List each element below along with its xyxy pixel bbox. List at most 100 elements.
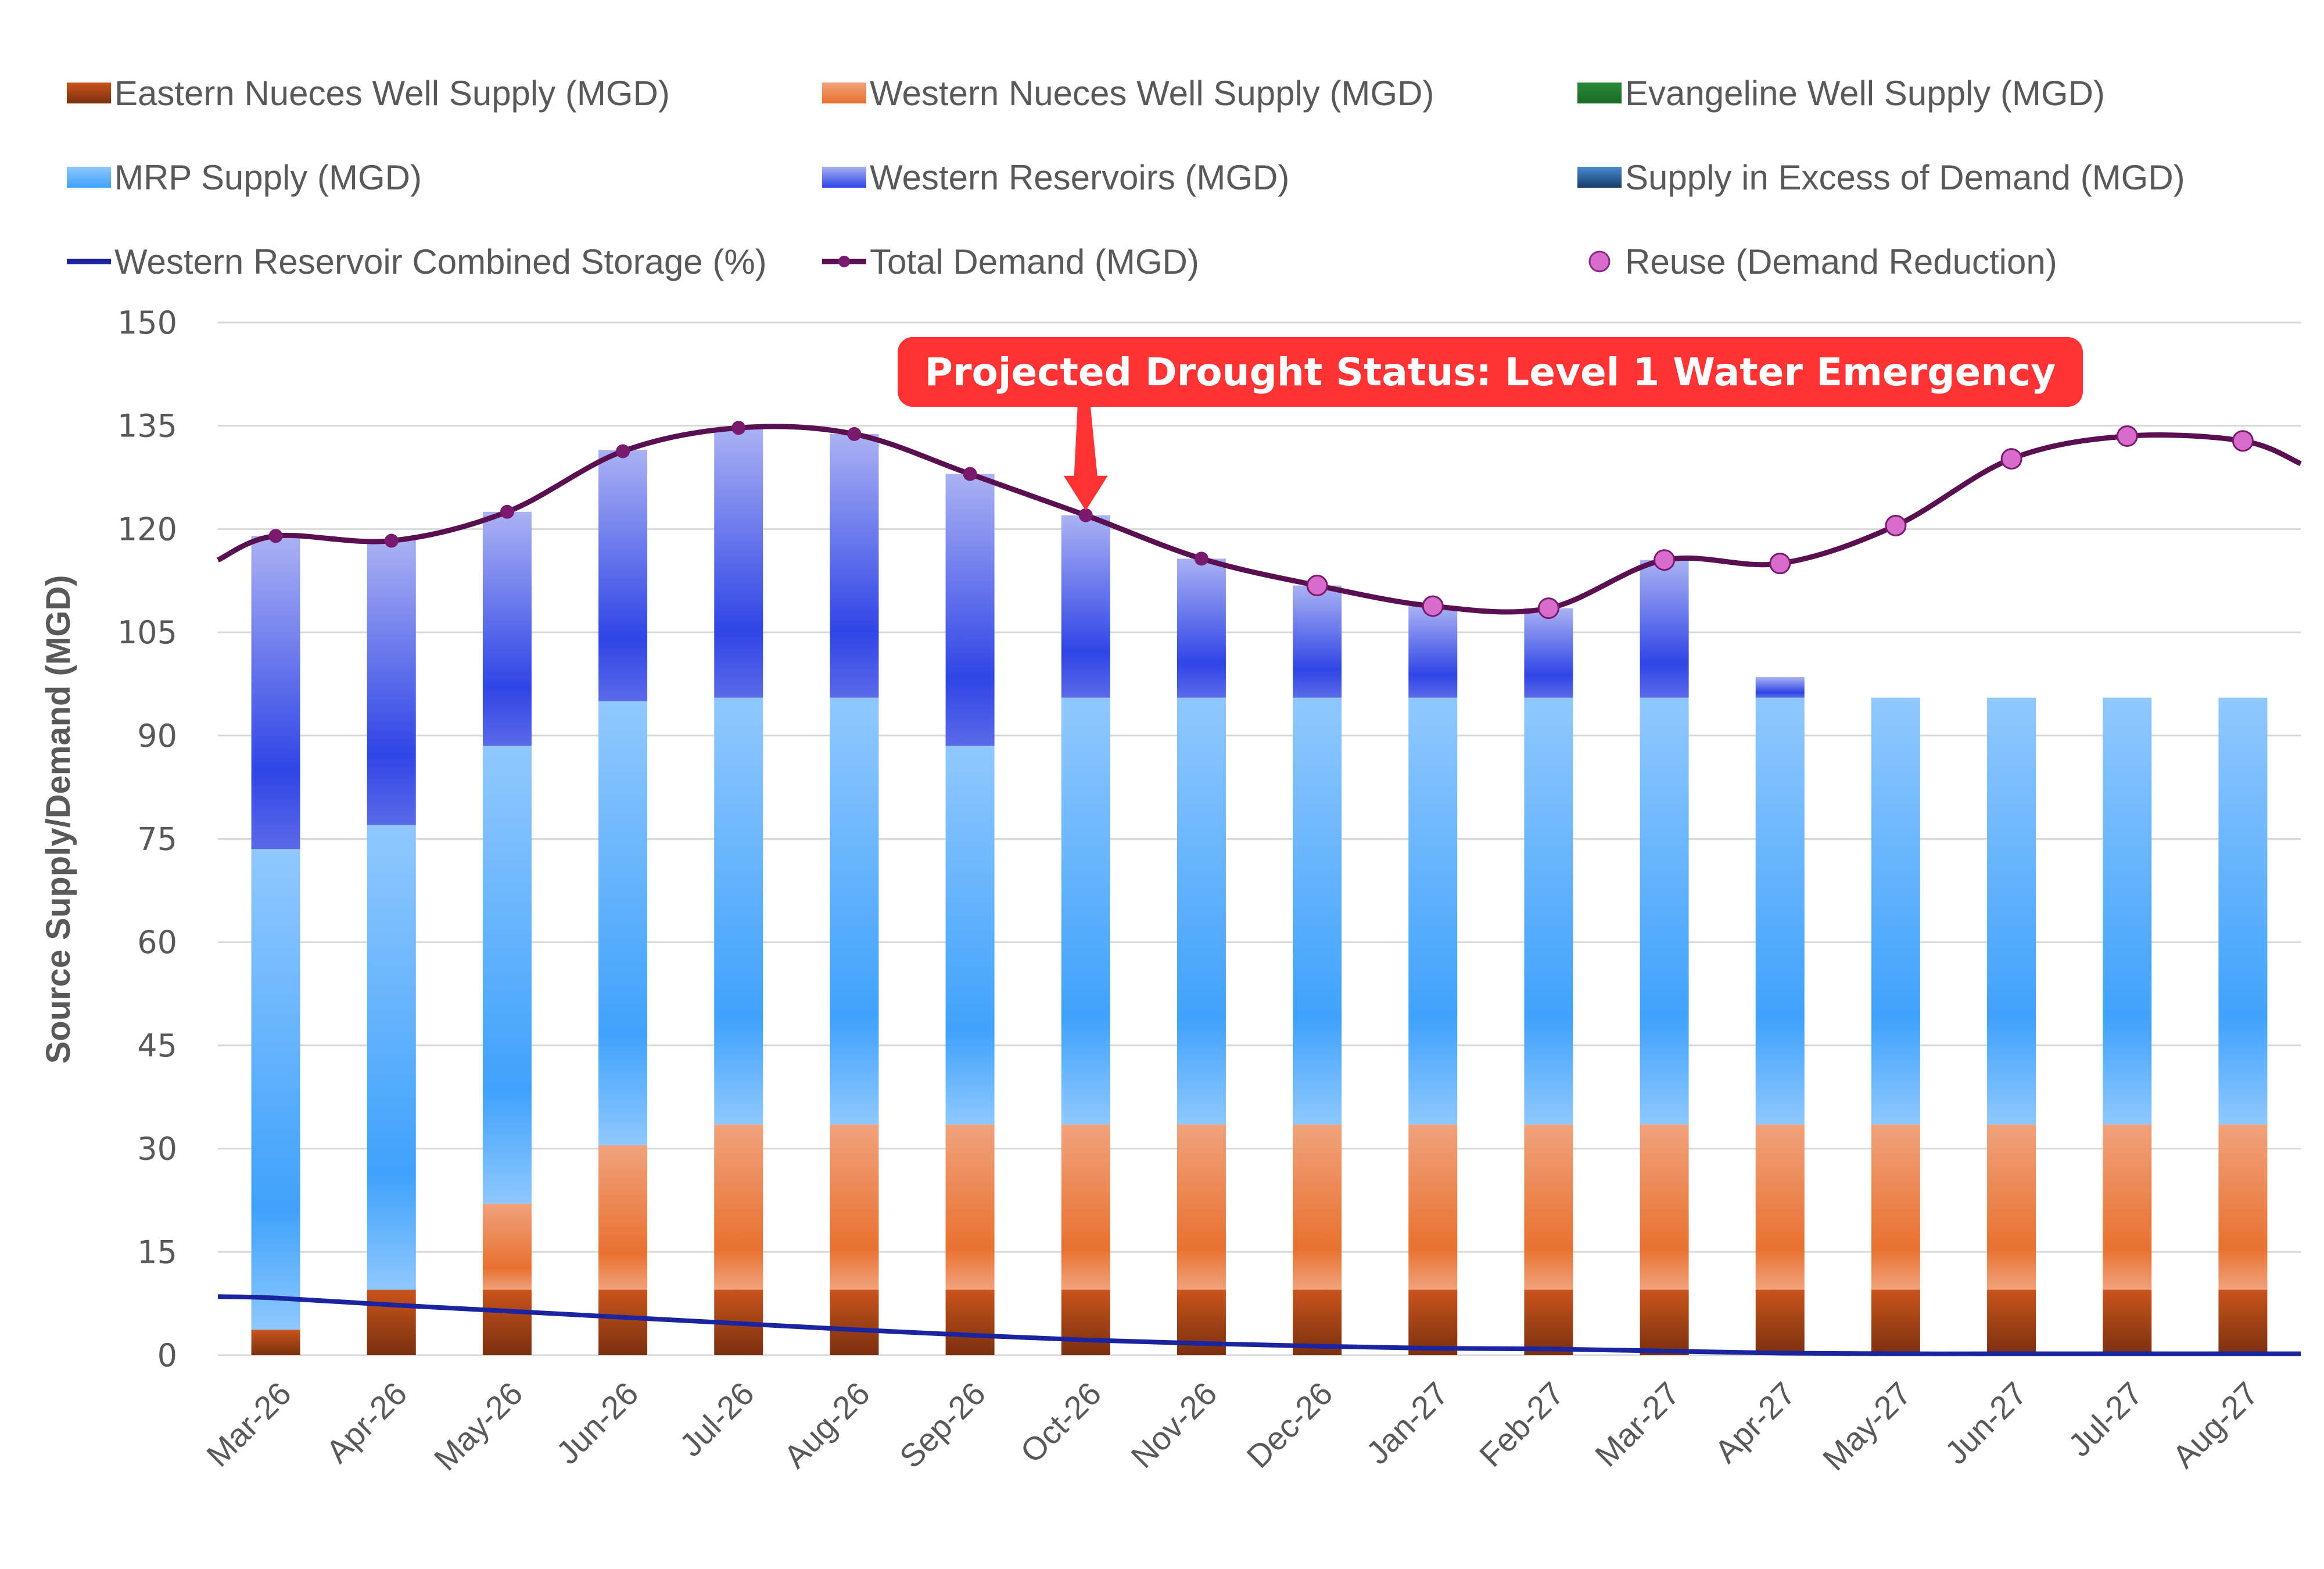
bar-segment-mrp-supply-mgd xyxy=(1871,697,1920,1125)
bar-stack xyxy=(830,434,879,1355)
demand-marker xyxy=(963,467,977,481)
bar-stack xyxy=(1408,606,1458,1355)
bar-stack xyxy=(1061,515,1110,1355)
legend-swatch-icon xyxy=(822,83,866,103)
legend-label: Eastern Nueces Well Supply (MGD) xyxy=(114,74,670,113)
bar-segment-eastern-nueces-well-supply-mgd xyxy=(251,1330,300,1355)
bar-segment-eastern-nueces-well-supply-mgd xyxy=(1987,1289,2036,1355)
bar-segment-eastern-nueces-well-supply-mgd xyxy=(1524,1289,1573,1355)
x-tick-label: Aug-26 xyxy=(777,1375,877,1475)
legend-item: Western Reservoir Combined Storage (%) xyxy=(67,242,767,281)
x-tick-label: Aug-27 xyxy=(2165,1375,2265,1475)
bar-stack xyxy=(598,450,648,1355)
bar-segment-eastern-nueces-well-supply-mgd xyxy=(598,1289,648,1355)
y-axis-title: Source Supply/Demand (MGD) xyxy=(40,575,77,1063)
legend-circle-icon xyxy=(1588,250,1611,273)
reuse-marker xyxy=(1769,553,1791,575)
stacked-bars xyxy=(251,428,2268,1355)
bar-segment-western-nueces-well-supply-mgd xyxy=(714,1124,763,1290)
x-tick-label: Jul-27 xyxy=(2061,1375,2149,1463)
bar-stack xyxy=(2218,697,2268,1355)
reuse-marker xyxy=(2000,448,2022,470)
x-tick-label: Jan-27 xyxy=(1359,1375,1455,1471)
y-tick-label: 15 xyxy=(137,1234,177,1270)
bar-segment-western-reservoirs-mgd xyxy=(598,450,648,701)
x-tick-label: Dec-26 xyxy=(1239,1375,1339,1475)
bar-stack xyxy=(1293,585,1342,1355)
x-tick-label: Sep-26 xyxy=(892,1375,992,1475)
bar-segment-mrp-supply-mgd xyxy=(2103,697,2152,1125)
bar-stack xyxy=(1987,697,2036,1355)
bar-segment-western-nueces-well-supply-mgd xyxy=(1408,1124,1458,1290)
bar-segment-western-nueces-well-supply-mgd xyxy=(1871,1124,1920,1290)
bar-segment-eastern-nueces-well-supply-mgd xyxy=(1640,1289,1689,1355)
legend-swatch-icon xyxy=(822,167,866,188)
bar-segment-western-reservoirs-mgd xyxy=(367,539,416,825)
x-tick-label: Oct-26 xyxy=(1013,1375,1108,1470)
bar-segment-western-nueces-well-supply-mgd xyxy=(830,1124,879,1290)
legend-item: Evangeline Well Supply (MGD) xyxy=(1577,74,2105,113)
bar-segment-western-nueces-well-supply-mgd xyxy=(1524,1124,1573,1290)
bar-segment-western-reservoirs-mgd xyxy=(1177,558,1226,698)
bar-segment-mrp-supply-mgd xyxy=(1987,697,2036,1125)
legend-item: Eastern Nueces Well Supply (MGD) xyxy=(67,74,670,113)
demand-marker xyxy=(500,504,514,519)
bar-segment-western-reservoirs-mgd xyxy=(1755,677,1805,698)
bar-segment-eastern-nueces-well-supply-mgd xyxy=(2218,1289,2268,1355)
bar-segment-mrp-supply-mgd xyxy=(1408,697,1458,1125)
bar-segment-mrp-supply-mgd xyxy=(482,746,532,1204)
bar-segment-mrp-supply-mgd xyxy=(1293,697,1342,1125)
bar-stack xyxy=(714,428,763,1355)
demand-marker xyxy=(847,427,862,441)
callout-box xyxy=(898,337,2083,407)
legend-swatch-icon xyxy=(67,167,111,188)
legend-item: Total Demand (MGD) xyxy=(822,242,1199,281)
reuse-marker xyxy=(1306,575,1328,597)
x-tick-label: Feb-27 xyxy=(1472,1375,1571,1474)
bar-segment-western-nueces-well-supply-mgd xyxy=(1177,1124,1226,1290)
callout-text: Projected Drought Status: Level 1 Water … xyxy=(925,350,2056,395)
bar-stack xyxy=(1640,560,1689,1355)
y-axis-ticks: 0 15 30 45 60 75 90 105 120 135 150 xyxy=(117,305,177,1374)
bar-segment-eastern-nueces-well-supply-mgd xyxy=(945,1289,995,1355)
y-tick-label: 135 xyxy=(117,408,177,445)
demand-marker xyxy=(1194,551,1208,566)
x-tick-label: Mar-27 xyxy=(1588,1375,1687,1474)
bar-segment-mrp-supply-mgd xyxy=(945,746,995,1125)
legend-label: Supply in Excess of Demand (MGD) xyxy=(1625,158,2185,197)
x-tick-label: Apr-26 xyxy=(319,1375,414,1470)
x-tick-label: May-27 xyxy=(1816,1375,1918,1478)
reuse-marker xyxy=(1885,514,1907,536)
y-tick-label: 75 xyxy=(137,821,177,858)
x-tick-label: Jul-26 xyxy=(672,1375,761,1463)
legend-swatch-icon xyxy=(1577,83,1622,103)
legend-label: MRP Supply (MGD) xyxy=(114,158,422,197)
bar-stack xyxy=(482,511,532,1355)
bar-segment-western-reservoirs-mgd xyxy=(1293,585,1342,698)
bar-segment-western-nueces-well-supply-mgd xyxy=(2103,1124,2152,1290)
drought-status-callout: Projected Drought Status: Level 1 Water … xyxy=(898,337,2083,511)
bar-segment-western-reservoirs-mgd xyxy=(482,511,532,746)
bar-stack xyxy=(945,474,995,1355)
bar-segment-western-reservoirs-mgd xyxy=(1640,560,1689,698)
bar-segment-western-nueces-well-supply-mgd xyxy=(482,1203,532,1290)
bar-stack xyxy=(251,536,300,1355)
y-tick-label: 105 xyxy=(117,614,177,651)
bar-segment-western-nueces-well-supply-mgd xyxy=(945,1124,995,1290)
x-tick-label: Mar-26 xyxy=(199,1375,298,1474)
y-tick-label: 60 xyxy=(137,924,177,961)
bar-segment-mrp-supply-mgd xyxy=(1755,697,1805,1125)
bar-segment-western-nueces-well-supply-mgd xyxy=(1987,1124,2036,1290)
bar-segment-eastern-nueces-well-supply-mgd xyxy=(1755,1289,1805,1355)
bar-segment-mrp-supply-mgd xyxy=(2218,697,2268,1125)
y-tick-label: 0 xyxy=(157,1337,177,1374)
bar-segment-mrp-supply-mgd xyxy=(1177,697,1226,1125)
demand-marker xyxy=(384,533,399,548)
bar-stack xyxy=(2103,697,2152,1355)
reuse-marker xyxy=(1654,549,1676,571)
bar-segment-western-reservoirs-mgd xyxy=(714,428,763,698)
bar-segment-mrp-supply-mgd xyxy=(714,697,763,1125)
legend-item: Western Reservoirs (MGD) xyxy=(822,158,1289,197)
bar-segment-mrp-supply-mgd xyxy=(1061,697,1110,1125)
bar-segment-eastern-nueces-well-supply-mgd xyxy=(482,1289,532,1355)
